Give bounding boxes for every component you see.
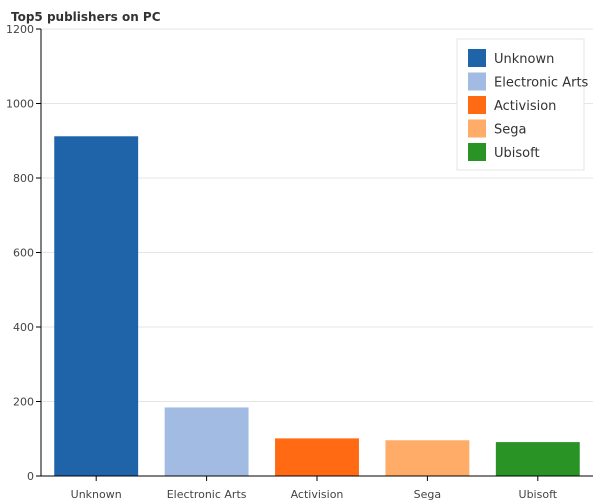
y-tick-label: 600 [13,247,34,260]
legend-swatch [468,143,486,161]
bar-ubisoft [495,442,580,476]
x-tick-label: Electronic Arts [167,488,247,500]
legend-label: Ubisoft [494,146,540,161]
legend-swatch [468,72,486,91]
legend: Unknown Electronic Arts Activision Sega Ubis… [456,38,589,171]
legend-label: Unknown [494,52,554,67]
x-tick-label: Sega [414,488,441,500]
x-axis: Unknown Electronic Arts Activision Sega Ubis… [41,475,593,500]
y-tick-label: 1000 [6,98,34,111]
legend-swatch [468,49,486,67]
bar-sega [385,440,470,476]
bar-electronic-arts [164,407,249,476]
y-tick-label: 400 [13,321,34,334]
legend-label: Activision [494,99,556,114]
legend-label: Sega [494,123,526,138]
bar-unknown [54,136,139,476]
x-tick-label: Ubisoft [519,488,558,500]
legend-label: Electronic Arts [494,76,589,91]
bars [54,136,580,476]
legend-swatch [468,119,486,138]
y-axis: 0 200 400 600 800 1000 1200 [6,23,42,483]
legend-swatch [468,96,486,114]
y-tick-label: 200 [13,396,34,409]
y-tick-label: 800 [13,172,34,185]
y-tick-label: 1200 [6,23,34,36]
x-tick-label: Unknown [71,488,122,500]
bar-activision [275,438,359,476]
chart-title: Top5 publishers on PC [11,10,161,24]
x-tick-label: Activision [291,488,344,500]
y-tick-label: 0 [27,470,34,483]
